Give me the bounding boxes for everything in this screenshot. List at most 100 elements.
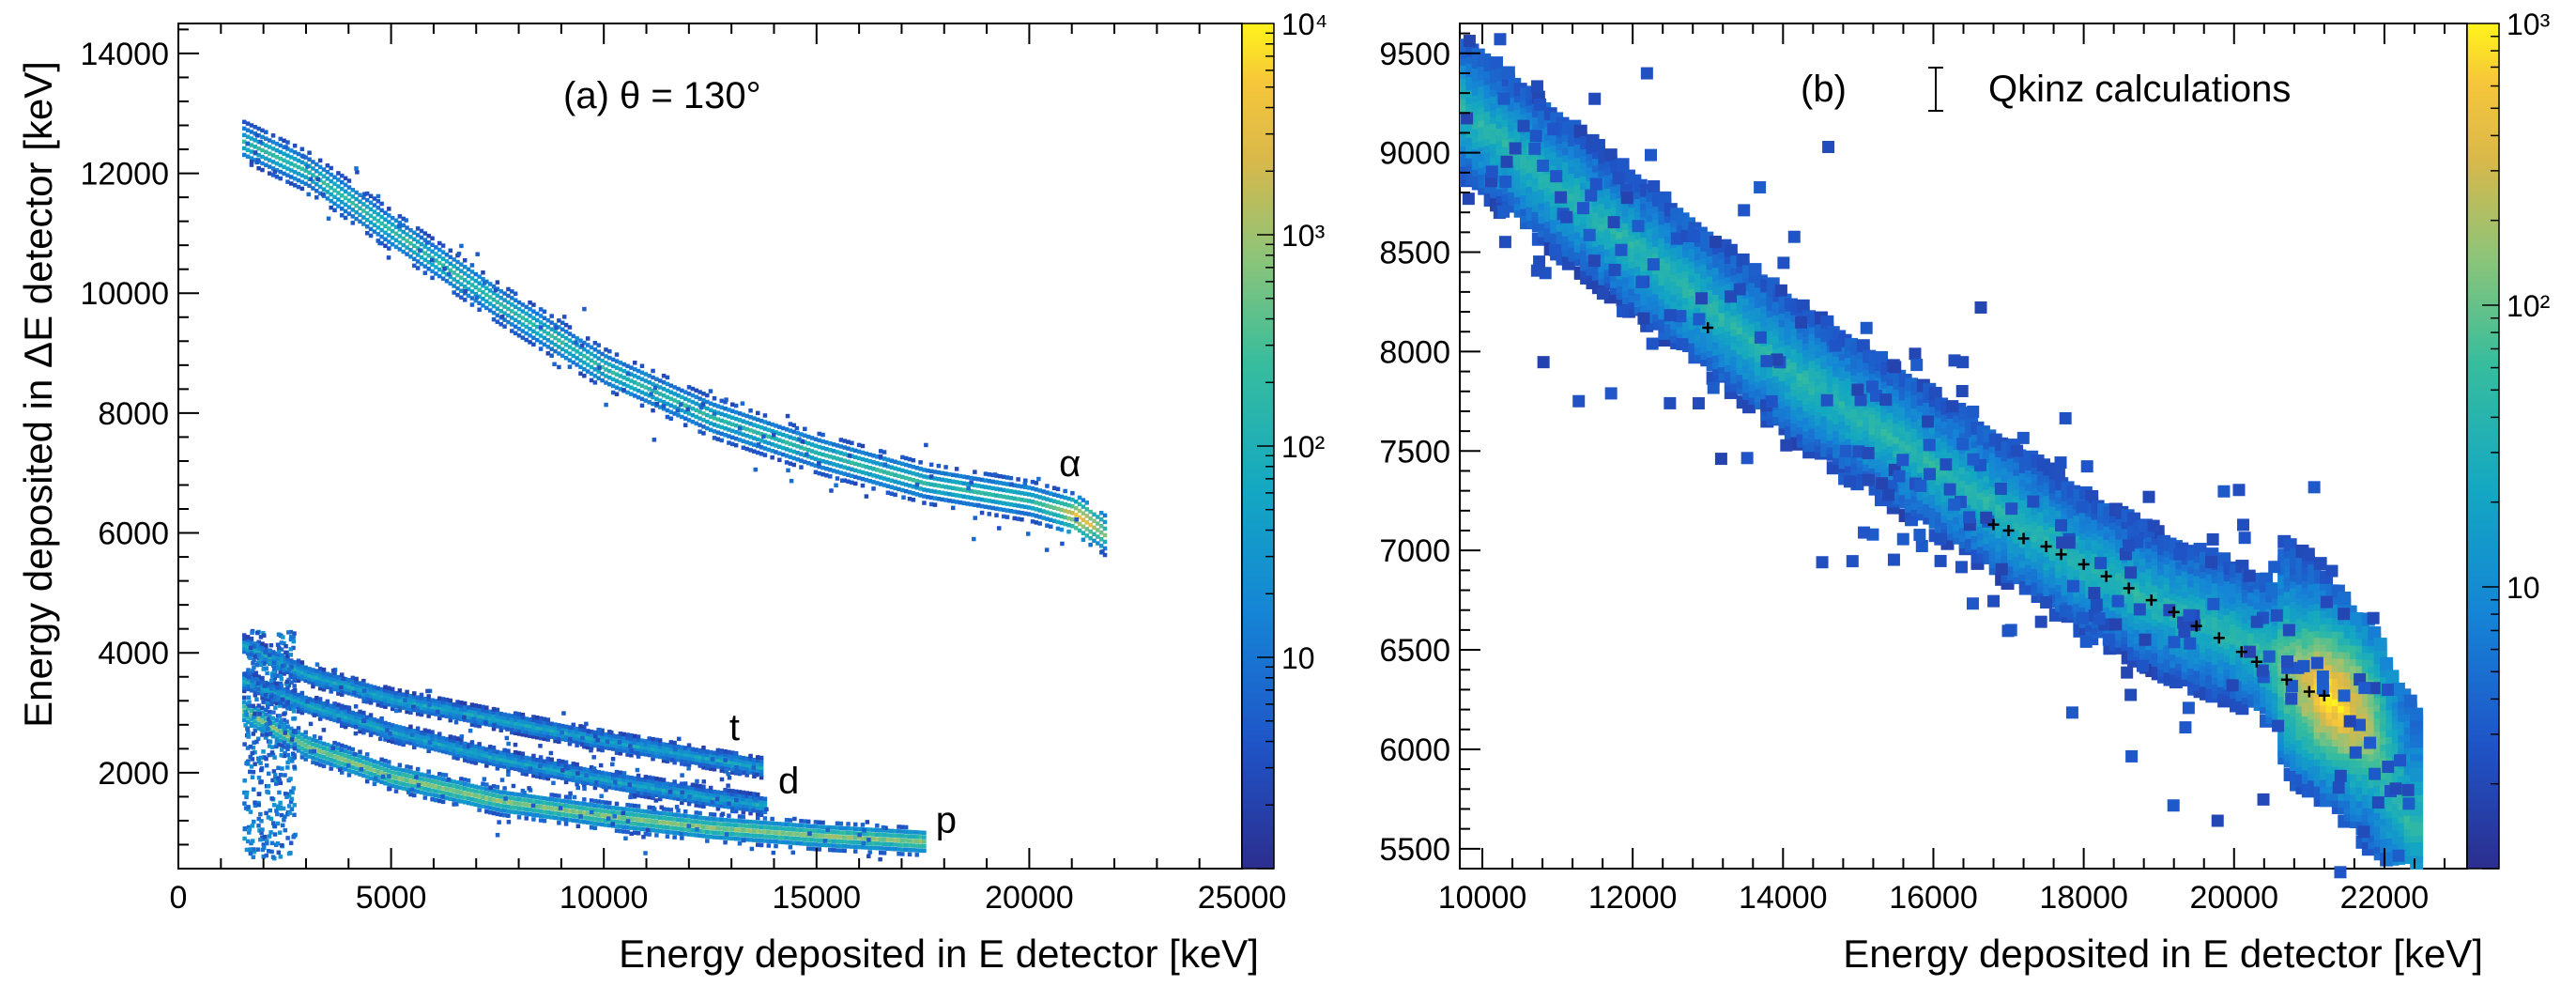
heatmap-cell bbox=[412, 698, 417, 702]
heatmap-cell bbox=[1098, 516, 1104, 522]
heatmap-cell bbox=[733, 751, 738, 756]
heatmap-cell bbox=[625, 784, 630, 790]
heatmap-cell bbox=[270, 855, 276, 859]
heatmap-cell bbox=[463, 288, 468, 294]
heatmap-cell bbox=[661, 393, 667, 398]
heatmap-cell bbox=[312, 734, 317, 739]
heatmap-cell bbox=[676, 783, 681, 788]
heatmap-cell bbox=[712, 802, 717, 808]
heatmap-cell bbox=[419, 740, 424, 746]
heatmap-cell bbox=[397, 247, 403, 252]
heatmap-cell bbox=[511, 783, 516, 789]
heatmap-cell bbox=[629, 803, 634, 808]
heatmap-cell bbox=[332, 740, 337, 746]
heatmap-cell bbox=[911, 457, 916, 463]
heatmap-cell bbox=[610, 740, 616, 745]
heatmap-cell bbox=[614, 828, 620, 833]
heatmap-cell bbox=[1092, 538, 1096, 544]
heatmap-cell bbox=[520, 764, 526, 769]
heatmap-cell bbox=[998, 494, 1003, 499]
heatmap-cell bbox=[430, 249, 435, 254]
heatmap-cell bbox=[250, 630, 254, 635]
heatmap-cell bbox=[600, 728, 605, 733]
heatmap-cell bbox=[585, 820, 590, 825]
heatmap-cell bbox=[303, 747, 308, 753]
heatmap-cell bbox=[639, 363, 645, 369]
heatmap-cell bbox=[651, 814, 655, 820]
heatmap-cell bbox=[260, 835, 265, 840]
heatmap-cell bbox=[368, 687, 374, 692]
heatmap-cell bbox=[1063, 515, 1067, 520]
heatmap-cell bbox=[520, 797, 526, 802]
heatmap-cell bbox=[592, 803, 598, 809]
heatmap-cell bbox=[336, 681, 341, 686]
heatmap-cell bbox=[820, 829, 825, 834]
heatmap-cell bbox=[307, 157, 312, 162]
heatmap-cell bbox=[376, 769, 381, 775]
heatmap-cell bbox=[665, 788, 670, 793]
heatmap-cell bbox=[672, 835, 677, 840]
heatmap-cell bbox=[329, 198, 333, 204]
heatmap-cell bbox=[422, 741, 428, 747]
heatmap-cell bbox=[491, 726, 497, 732]
heatmap-cell bbox=[264, 732, 269, 737]
heatmap-cell bbox=[694, 401, 699, 407]
heatmap-cell bbox=[444, 787, 450, 792]
heatmap-cell bbox=[274, 161, 280, 166]
heatmap-cell bbox=[379, 214, 384, 220]
heatmap-cell bbox=[969, 480, 974, 485]
heatmap-cell bbox=[350, 769, 356, 775]
heatmap-cell bbox=[994, 493, 999, 498]
heatmap-cell bbox=[549, 801, 554, 807]
heatmap-cell bbox=[524, 716, 529, 721]
heatmap-cell bbox=[275, 642, 281, 647]
heatmap-cell bbox=[248, 645, 253, 651]
heatmap-cell bbox=[987, 492, 992, 497]
heatmap-cell bbox=[270, 733, 276, 739]
heatmap-cell bbox=[528, 731, 532, 735]
heatmap-cell bbox=[241, 642, 247, 648]
heatmap-cell bbox=[444, 272, 450, 277]
heatmap-cell bbox=[387, 220, 391, 224]
heatmap-cell bbox=[604, 818, 608, 824]
heatmap-cell bbox=[719, 405, 724, 410]
heatmap-cell bbox=[563, 770, 569, 775]
heatmap-cell bbox=[560, 772, 565, 778]
heatmap-cell bbox=[947, 491, 952, 497]
heatmap-cell bbox=[452, 788, 456, 793]
heatmap-cell bbox=[285, 656, 290, 662]
heatmap-cell bbox=[589, 798, 594, 803]
heatmap-cell bbox=[462, 278, 468, 283]
heatmap-cell bbox=[1088, 542, 1093, 547]
heatmap-cell bbox=[254, 133, 260, 138]
heatmap-cell bbox=[393, 224, 399, 230]
heatmap-cell bbox=[737, 764, 743, 770]
heatmap-cell bbox=[621, 771, 627, 776]
heatmap-cell bbox=[715, 761, 721, 766]
heatmap-cell bbox=[289, 807, 295, 811]
heatmap-cell bbox=[604, 347, 608, 352]
heatmap-cell bbox=[553, 732, 558, 737]
heatmap-cell bbox=[282, 735, 286, 741]
heatmap-cell bbox=[780, 445, 786, 451]
heatmap-cell bbox=[549, 725, 554, 730]
heatmap-cell bbox=[592, 354, 598, 359]
heatmap-cell bbox=[676, 393, 681, 398]
heatmap-cell bbox=[542, 733, 547, 738]
heatmap-cell bbox=[299, 146, 305, 152]
heatmap-cell bbox=[466, 800, 471, 806]
heatmap-cell bbox=[621, 778, 626, 782]
heatmap-cell bbox=[856, 840, 862, 845]
heatmap-cell bbox=[520, 329, 526, 333]
heatmap-cell bbox=[325, 699, 330, 704]
heatmap-cell bbox=[437, 254, 442, 259]
heatmap-cell bbox=[397, 695, 403, 700]
heatmap-cell bbox=[372, 685, 377, 690]
heatmap-cell bbox=[770, 839, 774, 844]
heatmap-cell bbox=[245, 706, 251, 711]
heatmap-cell bbox=[900, 842, 905, 848]
heatmap-cell bbox=[668, 830, 674, 835]
heatmap-cell bbox=[900, 468, 905, 473]
heatmap-cell bbox=[647, 794, 652, 800]
heatmap-cell bbox=[690, 782, 696, 788]
